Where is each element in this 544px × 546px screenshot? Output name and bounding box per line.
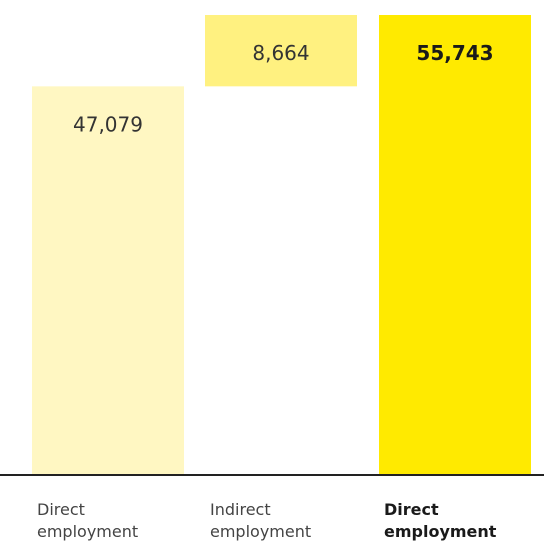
- bar-value-label-2: 8,664: [252, 41, 309, 65]
- category-label-line: Direct: [37, 500, 85, 519]
- bar-3: [379, 15, 531, 474]
- category-label-3: Direct employment: [384, 500, 497, 541]
- category-label-line: Indirect: [210, 500, 271, 519]
- category-label-line: employment: [210, 522, 311, 541]
- bar-value-label-1: 47,079: [73, 112, 143, 136]
- bar-value-label-3: 55,743: [416, 41, 493, 65]
- labels-layer: 47,079 8,664 55,743: [73, 41, 494, 136]
- bar-1: [32, 86, 184, 475]
- category-label-1: Direct employment: [37, 500, 138, 541]
- bars-layer: [32, 15, 531, 475]
- category-label-2: Indirect employment: [210, 500, 311, 541]
- bar-2: [205, 15, 357, 87]
- category-label-line: employment: [384, 522, 497, 541]
- category-label-line: Direct: [384, 500, 439, 519]
- category-label-line: employment: [37, 522, 138, 541]
